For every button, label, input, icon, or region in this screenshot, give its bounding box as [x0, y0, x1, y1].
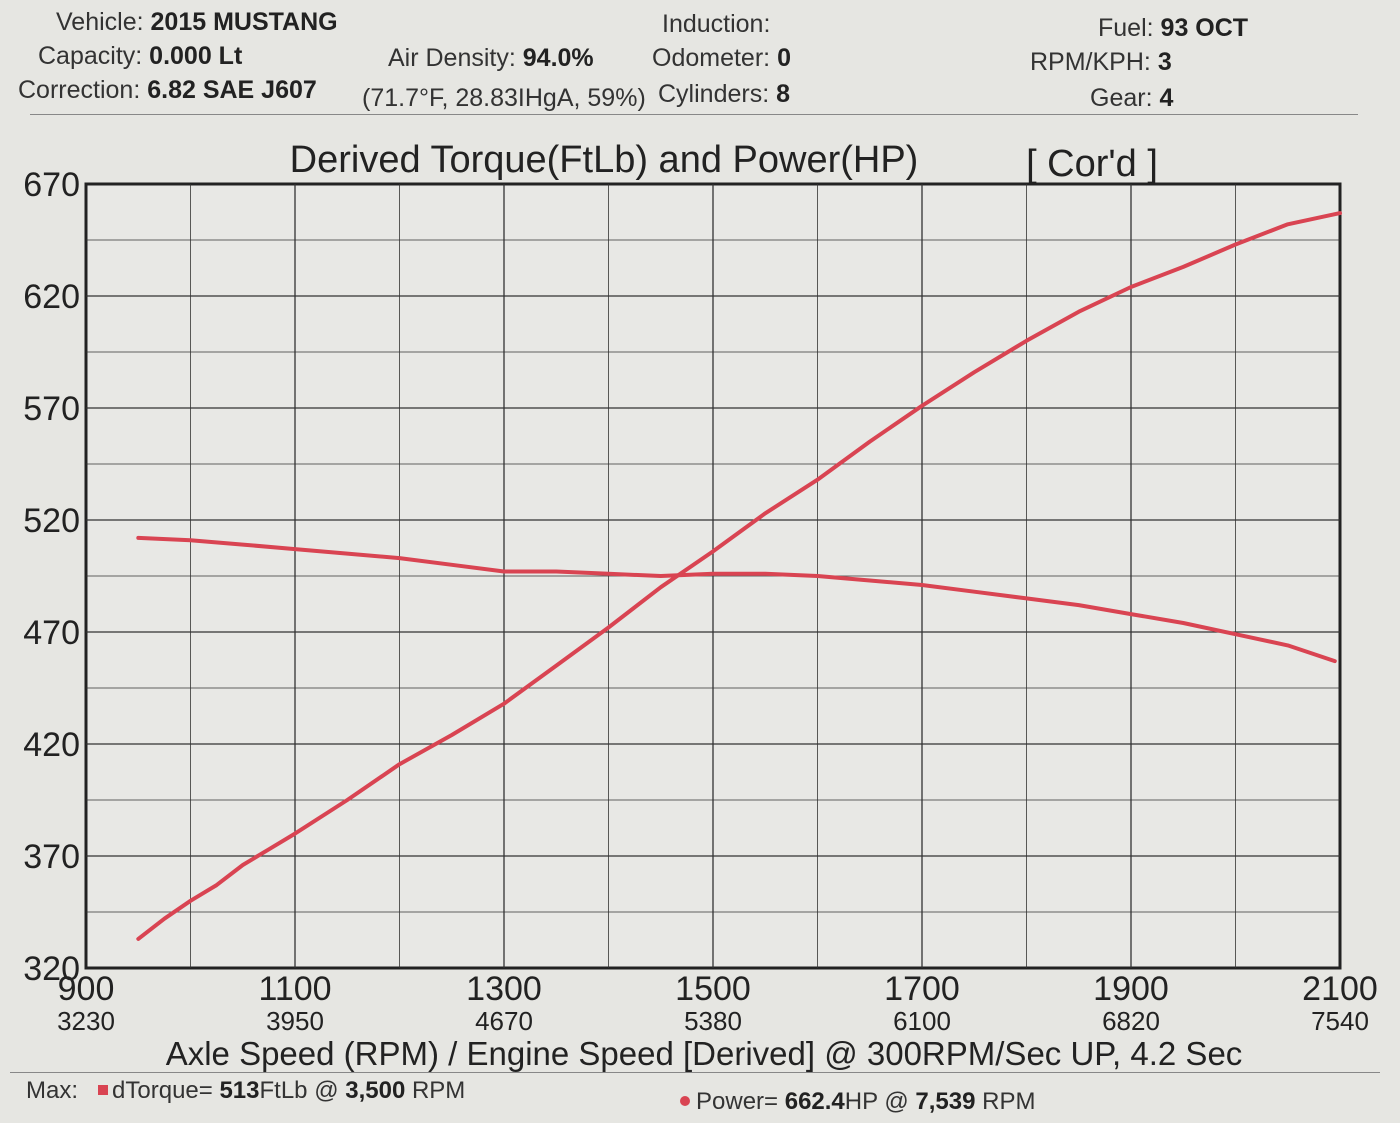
y-tick-label: 520 — [23, 502, 80, 540]
torque-marker-icon — [98, 1085, 109, 1095]
max-torque-value: 513 — [219, 1077, 260, 1104]
x-tick-label-secondary: 7540 — [1311, 1006, 1369, 1036]
gear-field: Gear: 4 — [1090, 84, 1174, 112]
x-tick-label-secondary: 6820 — [1102, 1006, 1160, 1036]
max-power-readout: Power= 662.4HP @ 7,539 RPM — [680, 1088, 1035, 1116]
y-tick-label: 320 — [23, 950, 80, 988]
x-tick-label-secondary: 4670 — [475, 1006, 533, 1036]
x-tick-label: 900 — [58, 970, 115, 1008]
odometer-value: 0 — [777, 44, 791, 72]
cylinders-field: Cylinders: 8 — [658, 80, 791, 108]
x-tick-label-secondary: 3950 — [266, 1006, 324, 1036]
rpm-kph-value: 3 — [1157, 48, 1172, 76]
grid-lines — [86, 184, 1340, 968]
correction-value: 6.82 SAE J607 — [147, 76, 317, 104]
conditions-text: (71.7°F, 28.83IHgA, 59%) — [362, 84, 646, 112]
power-marker-icon — [680, 1096, 690, 1106]
induction-field: Induction: — [662, 10, 771, 38]
chart-title: Derived Torque(FtLb) and Power(HP) — [290, 139, 919, 181]
x-tick-label-secondary: 6100 — [893, 1006, 951, 1036]
series-lines — [136, 211, 1342, 941]
x-tick-label: 1100 — [258, 970, 331, 1008]
air-density-value: 94.0% — [522, 44, 594, 72]
y-tick-label: 370 — [23, 838, 80, 876]
y-tick-label: 470 — [23, 614, 80, 652]
vehicle-value: 2015 MUSTANG — [150, 8, 338, 36]
gear-value: 4 — [1159, 84, 1174, 112]
air-density-field: Air Density: 94.0% — [388, 44, 594, 72]
chart-title-tag: [ Cor'd ] — [1026, 143, 1158, 185]
x-tick-label: 1900 — [1093, 970, 1169, 1008]
y-axis-ticks: 320 370 420 470 520 570 620 670 — [23, 166, 80, 988]
max-power-rpm: 7,539 — [915, 1088, 976, 1115]
dtorque-line — [136, 535, 1337, 664]
power-line — [136, 211, 1342, 941]
x-tick-label-secondary: 5380 — [684, 1006, 742, 1036]
cylinders-value: 8 — [776, 80, 791, 108]
y-tick-label: 570 — [23, 390, 80, 428]
odometer-field: Odometer: 0 — [652, 44, 791, 72]
correction-field: Correction: 6.82 SAE J607 — [18, 76, 317, 104]
y-tick-label: 420 — [23, 726, 80, 764]
x-axis-label: Axle Speed (RPM) / Engine Speed [Derived… — [166, 1035, 1243, 1072]
vehicle-field: Vehicle: 2015 MUSTANG — [56, 8, 338, 36]
header-divider — [30, 114, 1358, 115]
rpm-kph-field: RPM/KPH: 3 — [1030, 48, 1172, 76]
capacity-field: Capacity: 0.000 Lt — [38, 42, 243, 70]
fuel-field: Fuel: 93 OCT — [1098, 14, 1249, 42]
capacity-value: 0.000 Lt — [149, 42, 243, 70]
y-tick-label: 670 — [23, 166, 80, 204]
max-torque-rpm: 3,500 — [345, 1077, 406, 1104]
fuel-value: 93 OCT — [1160, 14, 1249, 42]
max-torque-readout: Max: dTorque= 513FtLb @ 3,500 RPM — [26, 1077, 466, 1104]
x-tick-label-secondary: 3230 — [57, 1006, 115, 1036]
x-tick-label: 2100 — [1302, 970, 1378, 1008]
x-tick-label: 1500 — [675, 970, 751, 1008]
x-tick-label: 1700 — [884, 970, 960, 1008]
footer-divider — [10, 1072, 1380, 1073]
y-tick-label: 620 — [23, 278, 80, 316]
max-power-value: 662.4 — [784, 1088, 845, 1115]
max-label: Max: — [26, 1077, 79, 1104]
x-tick-label: 1300 — [466, 970, 542, 1008]
